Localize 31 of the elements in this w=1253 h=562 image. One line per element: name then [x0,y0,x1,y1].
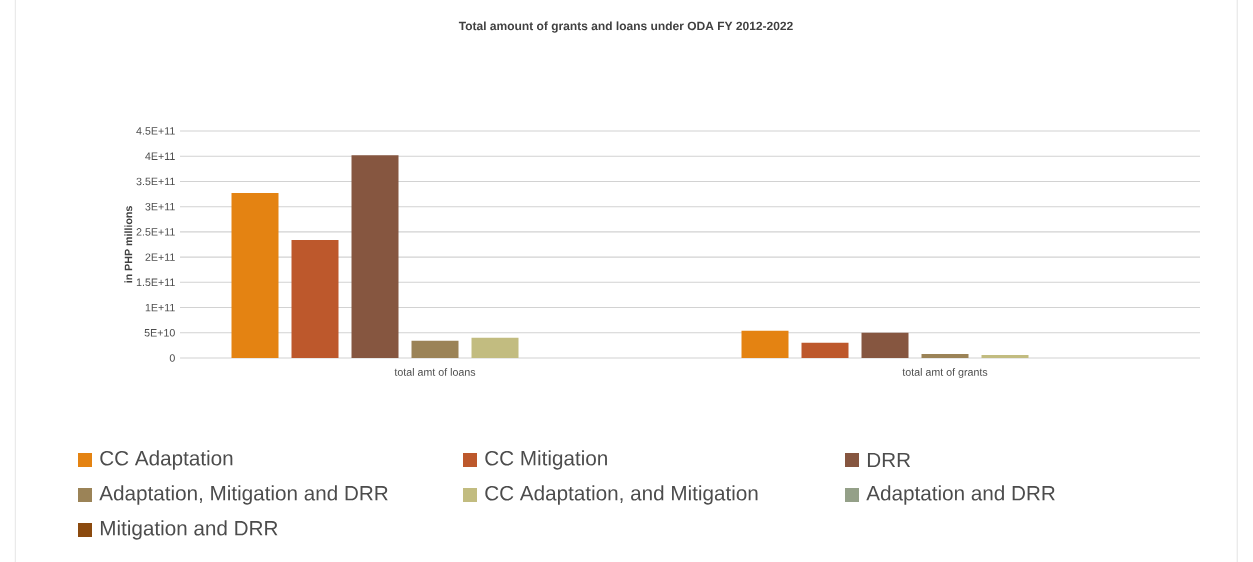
y-axis-title: in PHP millions [124,206,133,283]
legend-label: Adaptation and DRR [866,485,1055,505]
y-tick-label: 3.5E+11 [136,177,175,186]
legend-label: CC Mitigation [485,450,607,470]
bar [981,354,1029,358]
legend-label: DRR [867,452,911,468]
bar [231,193,279,358]
y-tick-label: 5E+10 [144,329,175,337]
legend-label: CC Adaptation [100,450,233,470]
y-tick-label: 1.5E+11 [136,278,175,287]
y-tick-label: 0 [169,354,175,362]
bar [411,340,459,358]
y-tick-label: 1E+11 [145,303,175,312]
y-tick-label: 3E+11 [145,202,175,211]
legend-label: Adaptation, Mitigation and DRR [99,485,388,505]
y-tick-label: 2.5E+11 [136,228,175,236]
chart-title: Total amount of grants and loans under ODA FY 2012-2022 [458,21,793,33]
y-tick-label: 4E+11 [145,152,175,160]
bar [801,342,849,358]
bar [291,239,339,358]
bar [351,155,399,358]
bar [471,337,519,358]
x-tick-label: total amt of grants [902,368,988,378]
legend-label: Mitigation and DRR [100,520,278,540]
bar [861,332,909,358]
bar [741,330,789,358]
y-tick-label: 4.5E+11 [136,127,175,135]
x-tick-label: total amt of loans [394,368,476,376]
y-tick-label: 2E+11 [145,253,175,261]
bar [921,353,969,358]
legend-label: CC Adaptation, and Mitigation [485,485,758,505]
